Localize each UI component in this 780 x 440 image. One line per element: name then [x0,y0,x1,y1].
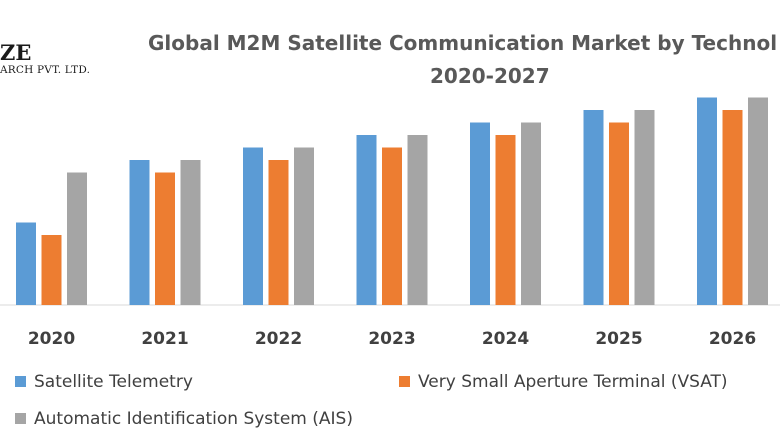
bar-2026-series-1 [697,97,717,305]
bar-2026-series-2 [722,110,743,305]
bar-2022-series-3 [294,147,314,305]
bar-2026-series-3 [748,97,768,305]
chart-subtitle: 2020-2027 [430,64,550,88]
bar-2020-series-3 [67,172,87,305]
bar-2023-series-2 [382,147,402,305]
logo-subtitle: ARCH PVT. LTD. [0,64,91,76]
bar-2024-series-3 [521,122,541,305]
bar-2023-series-3 [407,135,428,305]
legend-swatch-ais [15,413,26,424]
bar-2020-series-2 [41,235,62,305]
x-tick-label-2025: 2025 [595,329,642,349]
bar-2025-series-1 [583,110,604,305]
bar-2025-series-2 [609,122,629,305]
x-tick-label-2022: 2022 [255,329,302,349]
bar-2024-series-1 [470,122,490,305]
bar-2021-series-1 [129,160,150,305]
bar-2022-series-2 [268,160,289,305]
chart-title: Global M2M Satellite Communication Marke… [148,31,778,55]
x-tick-label-2020: 2020 [28,329,75,349]
bar-2020-series-1 [16,222,36,305]
legend-swatch-vsat [399,376,410,387]
bar-2021-series-3 [180,160,201,305]
legend-label-ais: Automatic Identification System (AIS) [34,409,353,429]
bar-2024-series-2 [495,135,516,305]
x-tick-label-2021: 2021 [141,329,188,349]
legend-label-satellite-telemetry: Satellite Telemetry [34,372,193,392]
logo-name: ZE [0,40,32,65]
legend-swatch-satellite-telemetry [15,376,26,387]
bar-2025-series-3 [634,110,655,305]
x-tick-label-2026: 2026 [709,329,756,349]
legend-label-vsat: Very Small Aperture Terminal (VSAT) [418,372,728,392]
bar-2023-series-1 [356,135,377,305]
bar-2021-series-2 [155,172,175,305]
bar-2022-series-1 [243,147,263,305]
x-tick-label-2024: 2024 [482,329,529,349]
x-tick-label-2023: 2023 [368,329,415,349]
